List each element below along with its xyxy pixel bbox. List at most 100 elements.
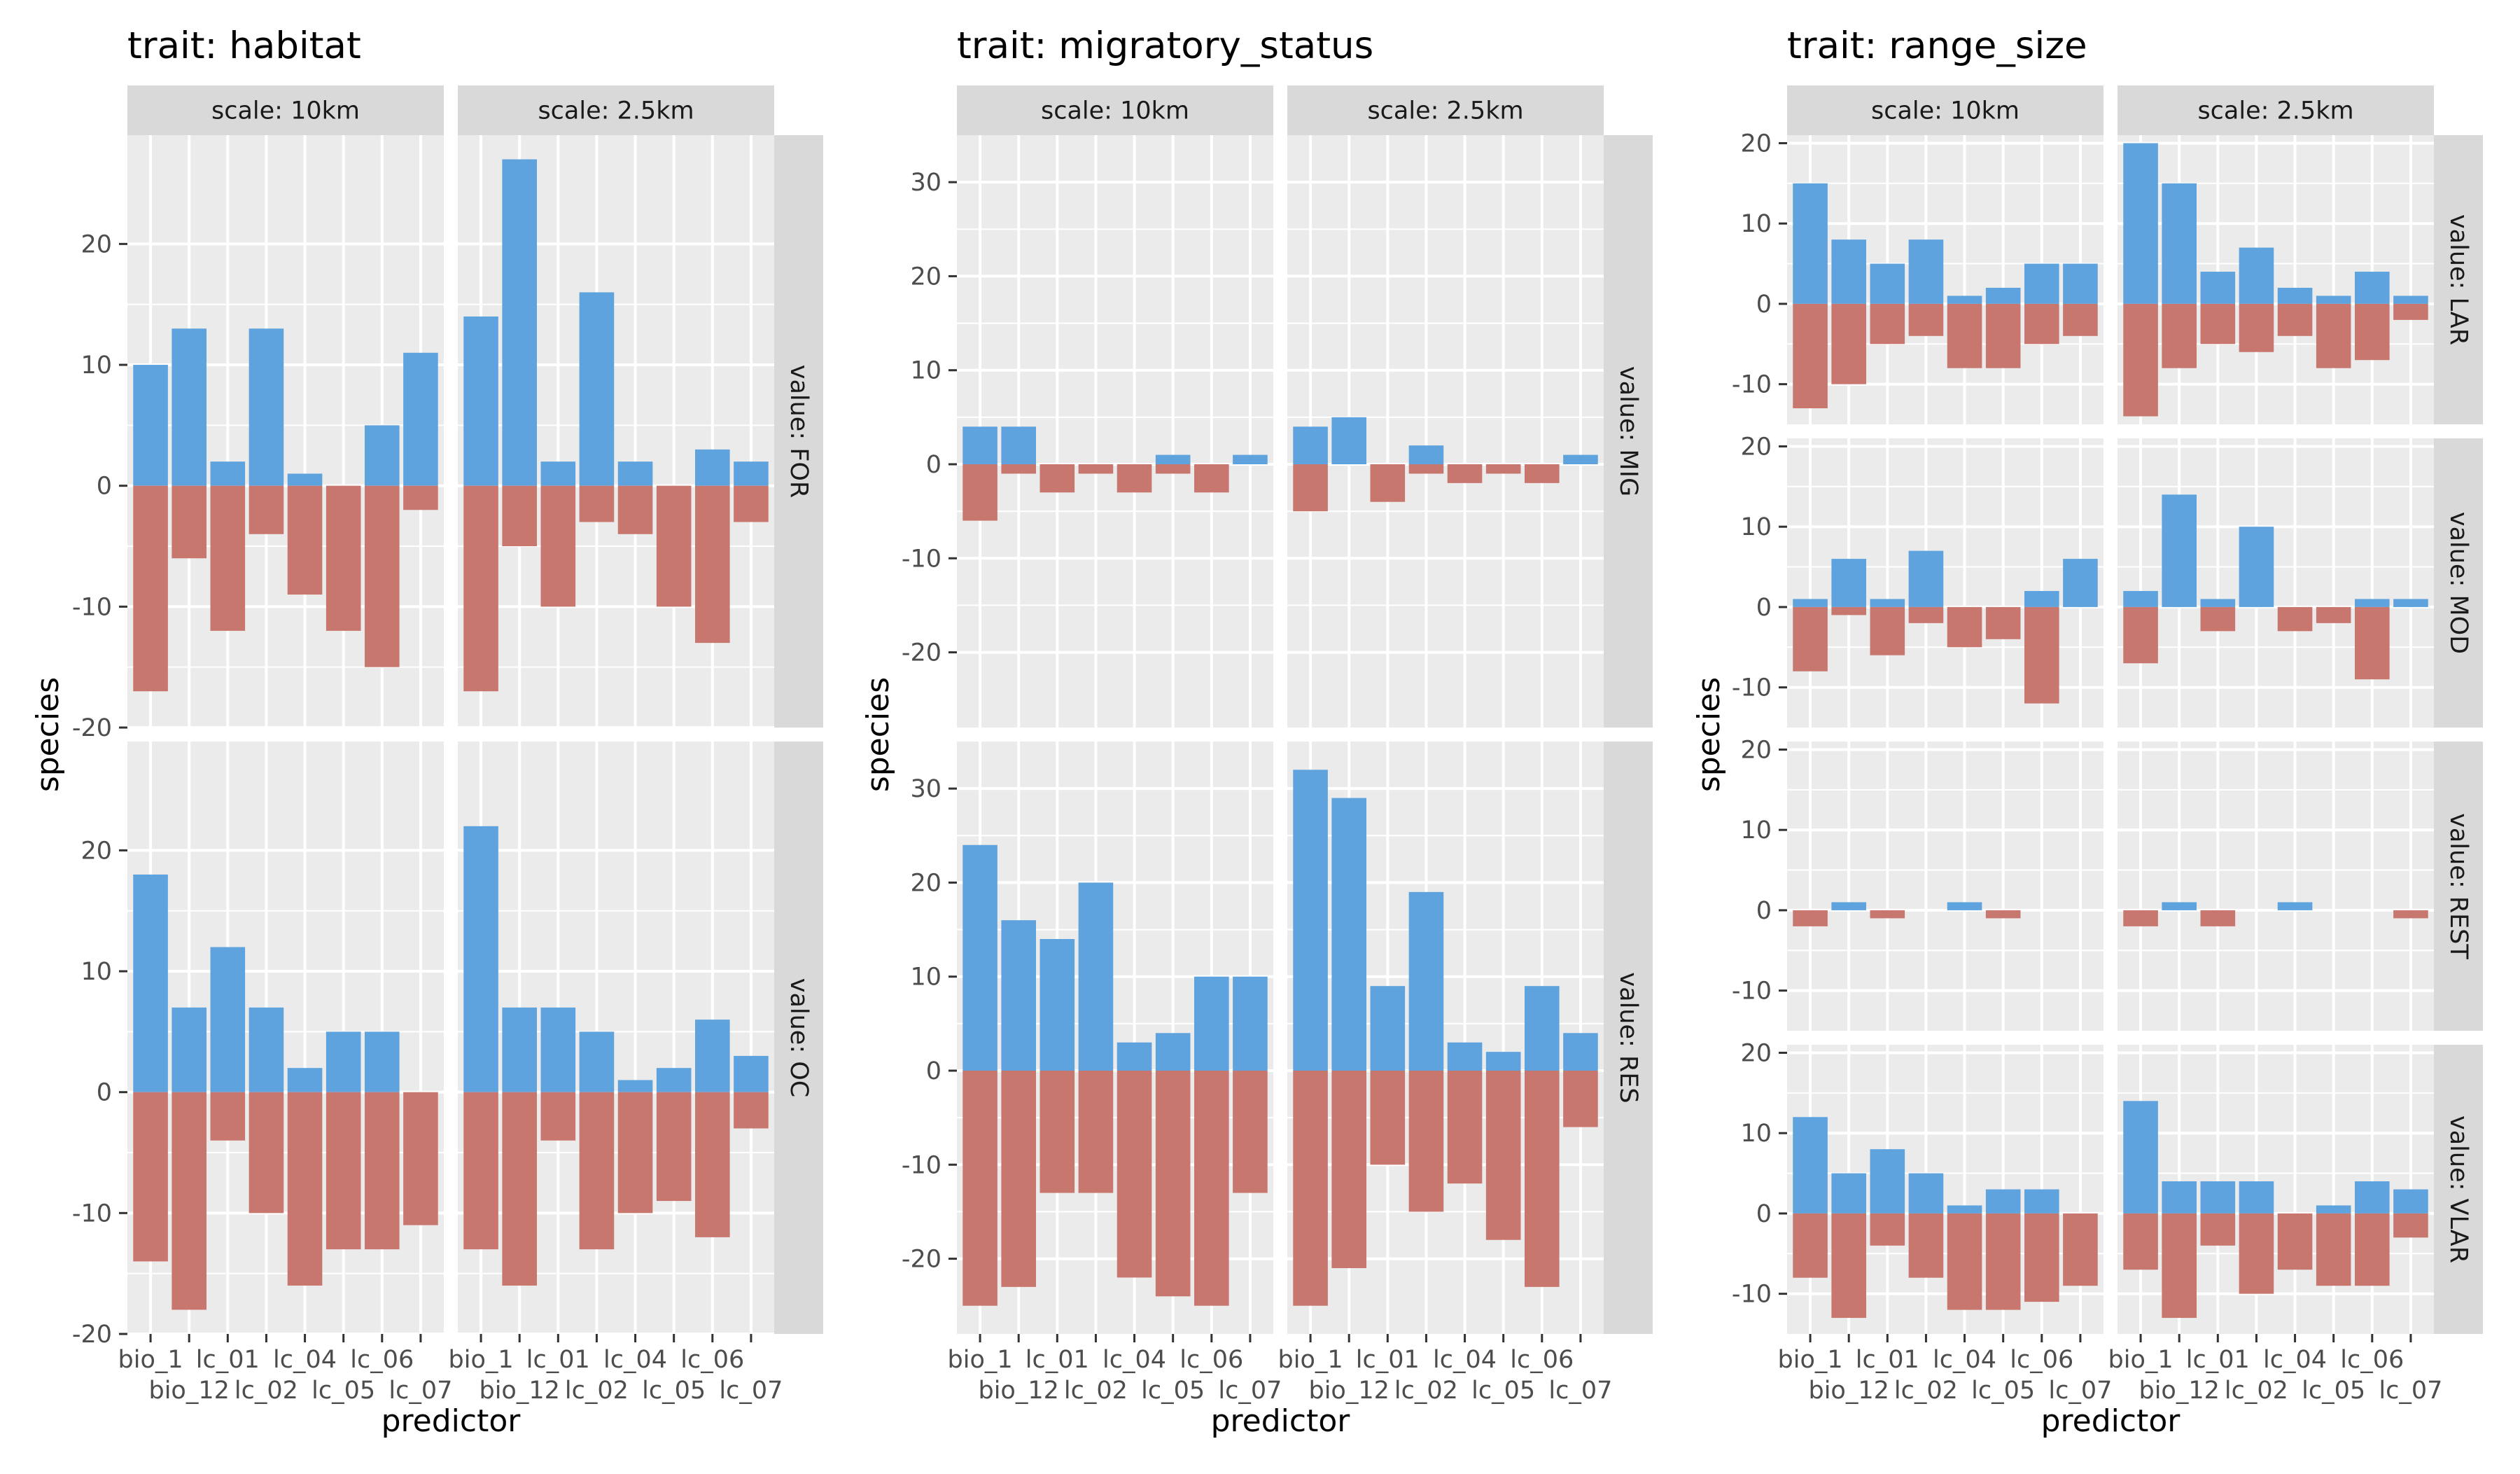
- x-axis-title: predictor: [1211, 1403, 1351, 1439]
- bar-negative-lc_04: [1947, 303, 1982, 368]
- y-tick-label: 10: [910, 964, 941, 992]
- x-tick-label: lc_06: [1180, 1346, 1243, 1374]
- bar-negative-lc_01: [2200, 606, 2236, 632]
- x-tick-label: lc_01: [1356, 1346, 1420, 1374]
- bar-negative-lc_01: [1870, 606, 1905, 655]
- x-tick-label: lc_05: [1141, 1377, 1205, 1405]
- bar-positive-bio_12: [2162, 494, 2197, 607]
- bar-positive-lc_06: [695, 1020, 730, 1092]
- bar-positive-lc_06: [2024, 590, 2059, 607]
- bar-negative-bio_12: [1831, 1213, 1866, 1319]
- y-tick-label: 10: [1740, 210, 1772, 238]
- column-strip-label: scale: 2.5km: [538, 97, 694, 125]
- bar-positive-lc_06: [365, 1031, 400, 1092]
- y-axis-title: species: [860, 677, 896, 792]
- bar-positive-lc_04: [2277, 902, 2313, 910]
- row-strip-label: value: MOD: [2444, 512, 2472, 654]
- bar-negative-lc_02: [1078, 1071, 1114, 1193]
- bar-negative-lc_05: [1485, 1071, 1521, 1240]
- x-tick-label: bio_12: [1308, 1377, 1389, 1405]
- y-axis-title: species: [30, 677, 66, 792]
- bar-negative-lc_05: [1985, 606, 2021, 639]
- bar-negative-bio_1: [962, 1071, 997, 1306]
- y-tick-label: 0: [1756, 291, 1772, 319]
- x-tick-label: lc_04: [603, 1346, 667, 1374]
- facet-group-1: trait: migratory_status scale: 10km scale:…: [860, 25, 1653, 1439]
- x-tick-label: lc_07: [2048, 1377, 2112, 1405]
- bar-positive-lc_04: [287, 1068, 323, 1092]
- bar-negative-lc_01: [1370, 1071, 1406, 1165]
- y-tick-label: -10: [1732, 978, 1772, 1006]
- bar-positive-lc_04: [1947, 902, 1982, 910]
- bar-positive-lc_01: [2200, 599, 2236, 607]
- bar-negative-lc_05: [1155, 464, 1191, 474]
- x-tick-label: lc_01: [196, 1346, 260, 1374]
- bar-negative-lc_02: [1408, 464, 1444, 474]
- bar-positive-bio_1: [1793, 599, 1828, 607]
- bar-negative-lc_07: [403, 485, 438, 510]
- x-tick-label: bio_12: [978, 1377, 1058, 1405]
- bar-negative-lc_02: [2239, 1213, 2274, 1294]
- bar-positive-lc_07: [1233, 976, 1268, 1071]
- bar-negative-lc_06: [2355, 303, 2390, 361]
- bar-negative-bio_1: [463, 1092, 498, 1250]
- bar-negative-lc_01: [540, 1092, 576, 1141]
- y-tick-label: -10: [1732, 674, 1772, 702]
- bar-negative-lc_04: [287, 485, 323, 595]
- x-tick-label: lc_02: [234, 1377, 298, 1405]
- bar-positive-lc_01: [1870, 599, 1905, 607]
- bar-positive-lc_05: [2316, 296, 2351, 304]
- bar-positive-lc_02: [2239, 1181, 2274, 1214]
- x-tick-label: bio_1: [1278, 1346, 1343, 1374]
- bar-positive-bio_12: [1831, 559, 1866, 607]
- bar-negative-lc_06: [1194, 1071, 1229, 1306]
- column-strip: [127, 85, 444, 135]
- bar-positive-lc_07: [1563, 454, 1598, 464]
- bar-negative-lc_04: [617, 1092, 653, 1214]
- bar-positive-lc_05: [1485, 1052, 1521, 1071]
- bar-positive-lc_02: [1408, 891, 1444, 1071]
- bar-negative-bio_1: [2123, 303, 2158, 417]
- bar-negative-lc_05: [2316, 1213, 2351, 1286]
- bar-negative-lc_02: [1908, 303, 1944, 336]
- row-strip-label: value: LAR: [2444, 214, 2472, 345]
- x-tick-label: lc_06: [2010, 1346, 2073, 1374]
- x-tick-label: lc_01: [1856, 1346, 1919, 1374]
- bar-positive-bio_12: [2162, 1181, 2197, 1214]
- bar-negative-lc_01: [1870, 303, 1905, 345]
- x-tick-label: lc_05: [312, 1377, 375, 1405]
- bar-negative-lc_07: [403, 1092, 438, 1225]
- bar-positive-lc_06: [1194, 976, 1229, 1071]
- bar-positive-lc_07: [2063, 559, 2098, 607]
- bar-negative-lc_07: [1233, 1071, 1268, 1193]
- bar-positive-lc_02: [248, 328, 284, 486]
- x-tick-label: lc_07: [1218, 1377, 1282, 1405]
- bar-positive-lc_04: [1116, 1042, 1152, 1071]
- bar-positive-bio_12: [1331, 417, 1366, 464]
- bar-negative-lc_01: [210, 1092, 246, 1141]
- facet-group-2: trait: range_size scale: 10km scale: 2.5km…: [1691, 25, 2483, 1439]
- column-strip-label: scale: 10km: [1041, 97, 1189, 125]
- bar-negative-bio_12: [2162, 1213, 2197, 1319]
- y-tick-label: 20: [1740, 433, 1772, 461]
- x-tick-label: lc_07: [388, 1377, 452, 1405]
- bar-negative-lc_06: [2024, 606, 2059, 704]
- bar-positive-lc_01: [210, 461, 246, 486]
- bar-positive-bio_12: [1001, 426, 1036, 464]
- bar-negative-lc_02: [579, 1092, 615, 1250]
- bar-negative-lc_01: [540, 485, 576, 607]
- row-strip: [1604, 135, 1653, 728]
- y-tick-label: 10: [1740, 513, 1772, 541]
- row-strip-label: value: MIG: [1614, 366, 1642, 496]
- bar-negative-lc_04: [287, 1092, 323, 1286]
- bar-negative-lc_07: [734, 485, 769, 522]
- column-strip: [957, 85, 1273, 135]
- bar-positive-lc_07: [403, 352, 438, 486]
- bar-negative-bio_1: [1793, 303, 1828, 409]
- bar-positive-bio_1: [1793, 183, 1828, 304]
- bar-positive-lc_07: [2393, 296, 2428, 304]
- x-tick-label: lc_06: [2340, 1346, 2404, 1374]
- x-tick-label: lc_01: [1026, 1346, 1089, 1374]
- x-tick-label: lc_02: [565, 1377, 629, 1405]
